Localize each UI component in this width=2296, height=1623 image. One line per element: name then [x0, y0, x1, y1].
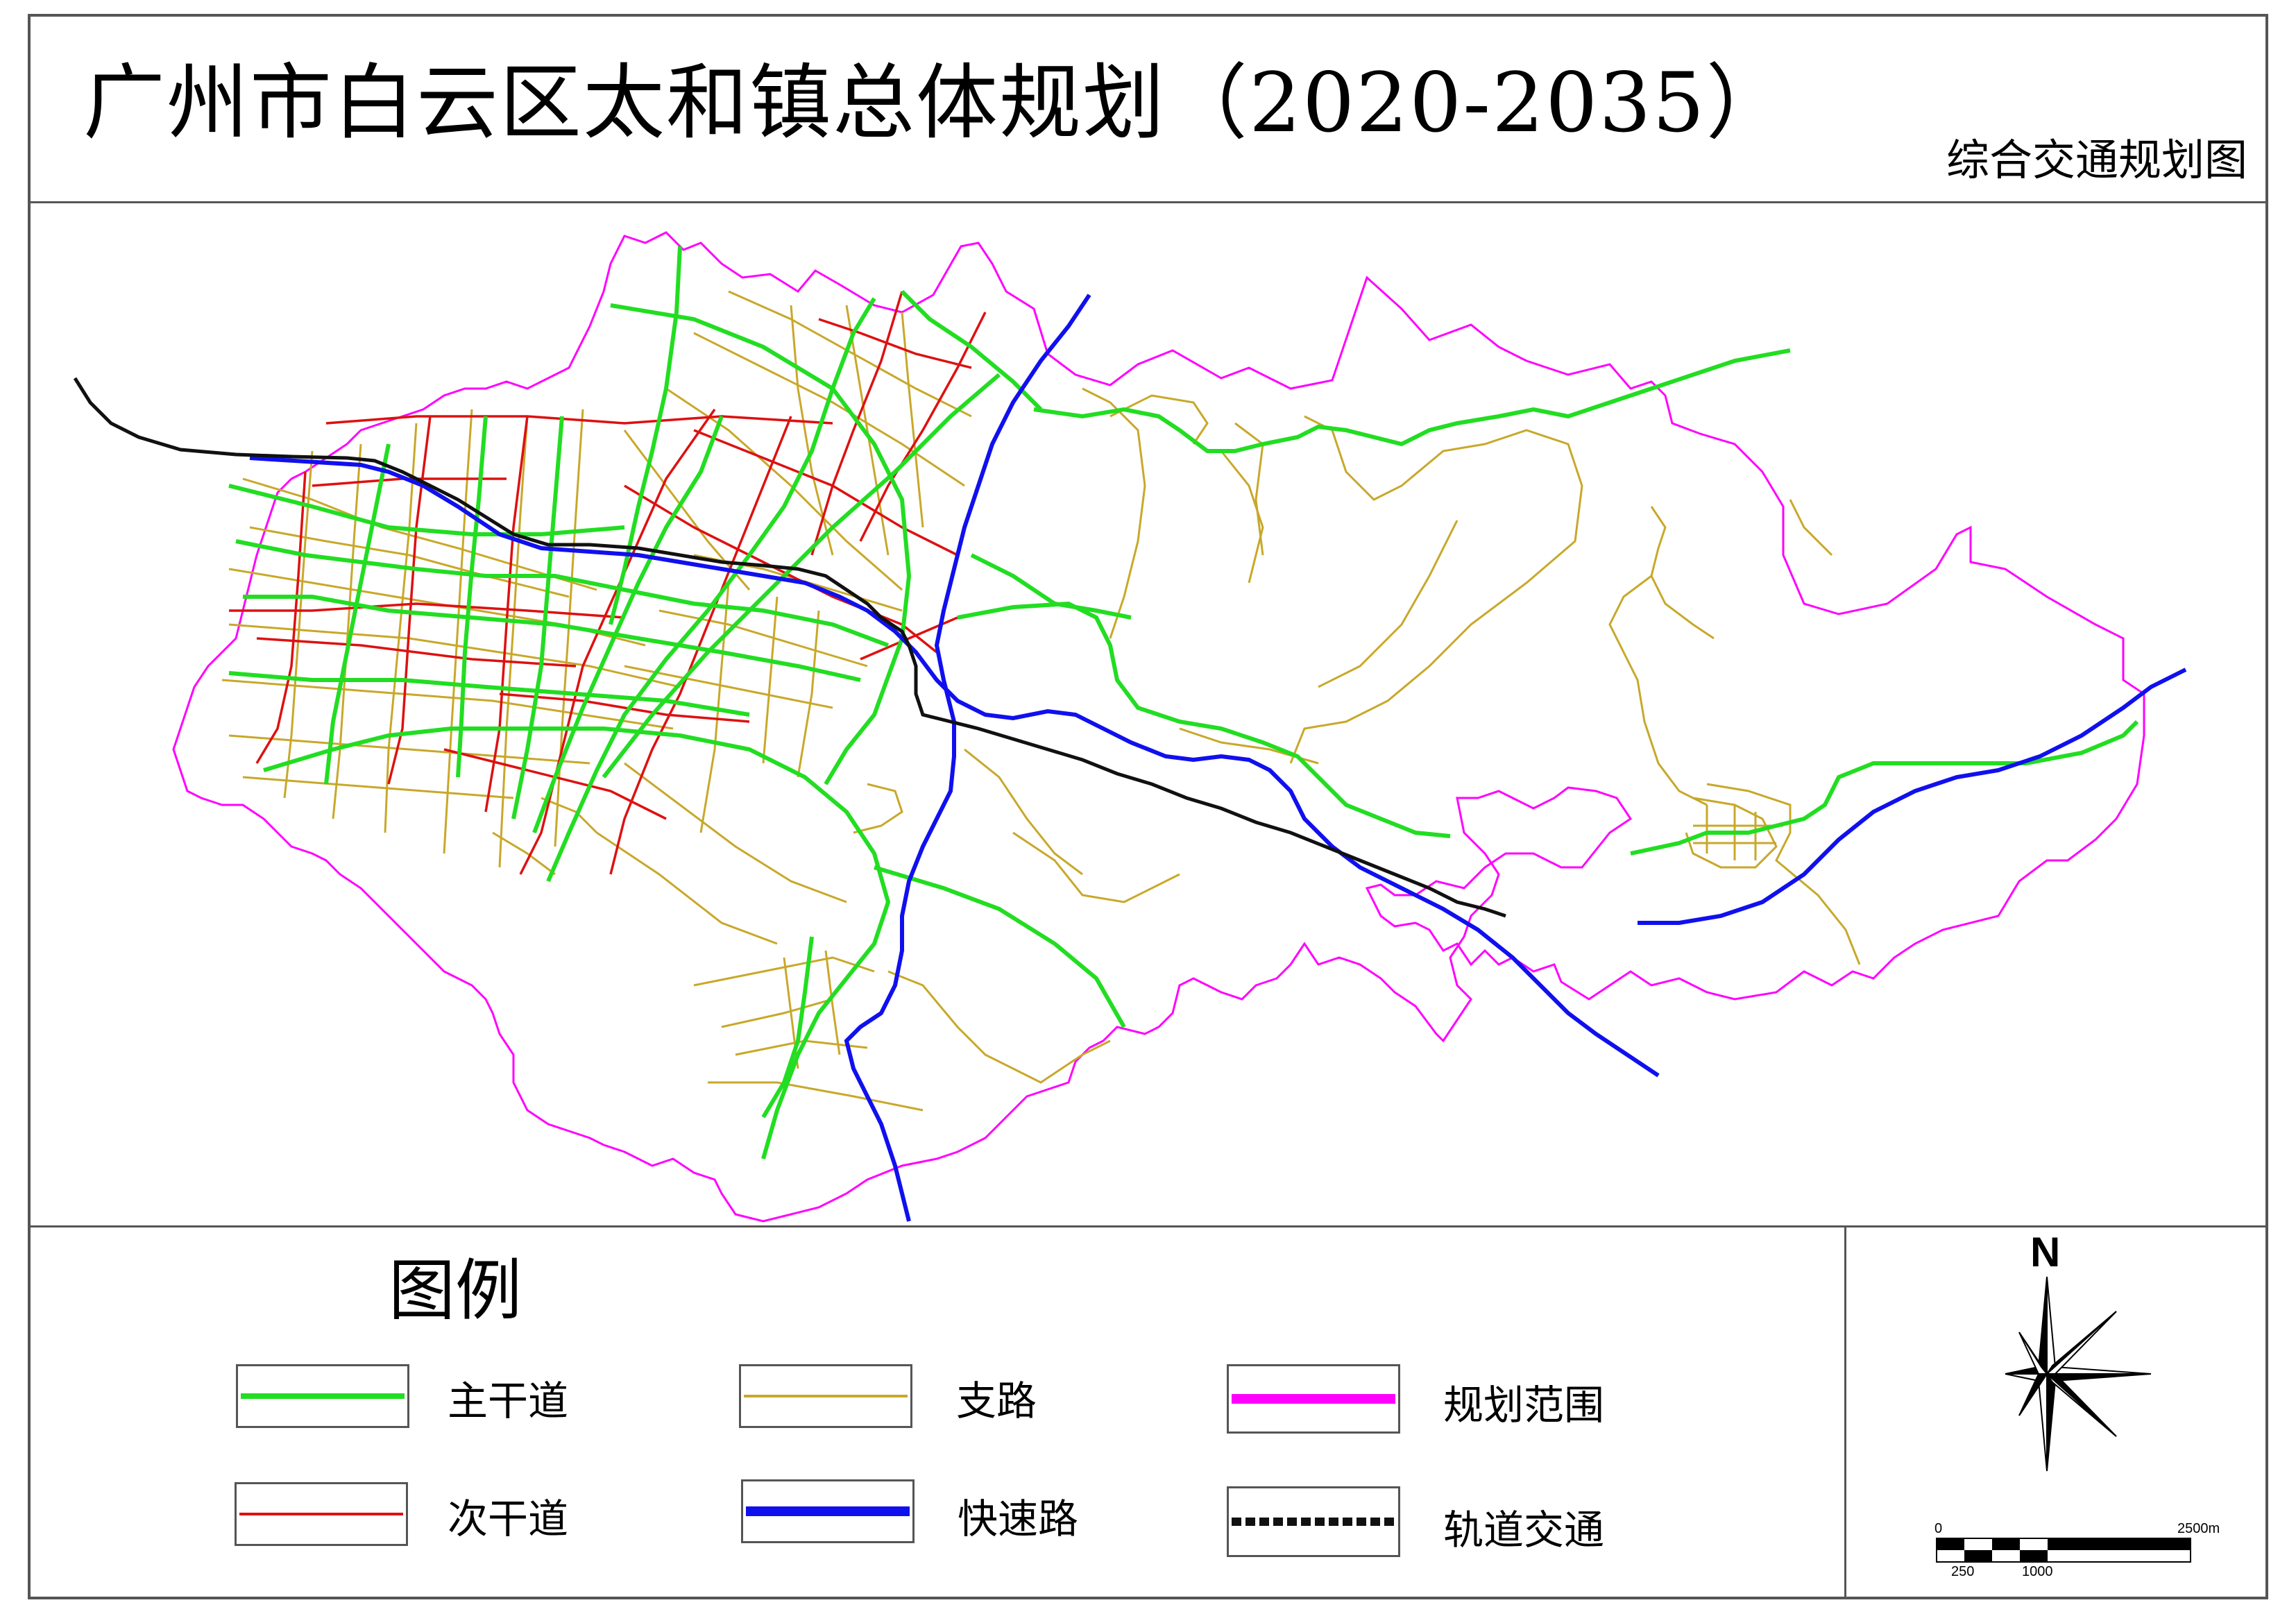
scale-label-250: 250: [1951, 1564, 1975, 1579]
legend-title: 图例: [389, 1252, 522, 1329]
legend-swatch-boundary: [1227, 1364, 1400, 1434]
rail-swatch-line: [1232, 1518, 1395, 1526]
map-subtitle: 综合交通规划图: [1946, 135, 2247, 185]
legend-divider: [28, 1225, 2268, 1227]
scale-label-zero: 0: [1934, 1521, 1943, 1536]
rail-line: [73, 377, 1506, 918]
branch-road-swatch-line: [744, 1395, 908, 1397]
scale-bar: [1936, 1538, 2191, 1563]
secondary-road-swatch-line: [239, 1513, 403, 1515]
boundary-swatch-line: [1232, 1394, 1395, 1404]
header-divider: [28, 201, 2268, 203]
legend-swatch-expressway: [741, 1479, 915, 1543]
compass-divider: [1844, 1227, 1846, 1599]
legend-label-boundary: 规划范围: [1443, 1382, 1605, 1429]
legend-swatch-secondary-road: [235, 1482, 408, 1546]
expressway-swatch-line: [746, 1506, 910, 1516]
north-arrow-icon: [2005, 1276, 2151, 1472]
legend-label-expressway: 快速路: [958, 1495, 1079, 1543]
branch-roads: [221, 290, 1861, 1112]
main-roads: [228, 246, 2139, 1159]
legend-label-rail: 轨道交通: [1443, 1506, 1605, 1554]
legend-label-secondary-road: 次干道: [448, 1495, 569, 1543]
planning-map: [73, 231, 2187, 1223]
main-road-swatch-line: [241, 1393, 405, 1399]
scale-label-max: 2500m: [2177, 1521, 2220, 1536]
north-label: N: [2030, 1229, 2061, 1275]
legend-label-main-road: 主干道: [448, 1377, 569, 1425]
legend-label-branch-road: 支路: [956, 1377, 1037, 1425]
legend-swatch-main-road: [236, 1364, 409, 1428]
legend-swatch-rail: [1227, 1486, 1400, 1557]
map-frame: [28, 14, 2268, 1599]
scale-label-1000: 1000: [2022, 1564, 2053, 1579]
planning-boundary: [172, 231, 2145, 1223]
map-title: 广州市白云区太和镇总体规划（2020-2035）: [83, 55, 1789, 151]
legend-swatch-branch-road: [739, 1364, 912, 1428]
expressways: [249, 294, 2187, 1222]
secondary-roads: [229, 291, 987, 875]
